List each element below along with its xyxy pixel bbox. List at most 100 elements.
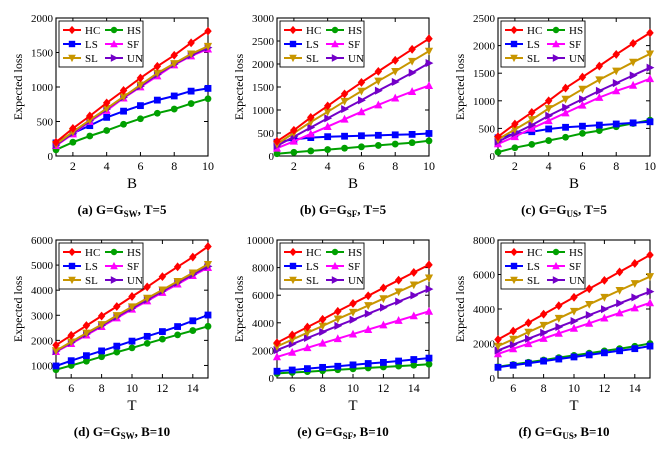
data-point-hc xyxy=(425,34,433,44)
data-point-hc xyxy=(143,282,151,292)
data-point-ls xyxy=(595,121,603,129)
data-point-ls xyxy=(545,125,553,133)
data-point-hc xyxy=(340,89,349,99)
panel-caption: (b) G=GSF, T=5 xyxy=(300,202,387,219)
data-point-sf xyxy=(615,308,624,317)
legend-label-ls: LS xyxy=(85,261,98,273)
data-point-hc xyxy=(544,96,553,106)
data-point-ls xyxy=(86,122,94,130)
legend-label-hs: HS xyxy=(348,247,362,259)
data-point-un xyxy=(540,328,549,337)
data-point-hs xyxy=(425,360,433,368)
caption-subscript: SF xyxy=(347,209,358,219)
series-ls xyxy=(52,311,212,370)
caption-subscript: US xyxy=(566,209,578,219)
data-point-ls xyxy=(204,84,212,92)
data-point-sf xyxy=(333,334,342,343)
data-point-hc xyxy=(615,267,624,277)
data-point-un xyxy=(616,299,625,308)
panel-caption: (f) G=GUS, B=10 xyxy=(519,424,610,441)
data-point-sf xyxy=(340,114,349,123)
x-tick-label: 14 xyxy=(408,381,420,395)
data-point-ls xyxy=(601,349,608,357)
chart-panel-5: 6 8 10 12 14 0 2000 4000 6000 8000 10000 T Expected … xyxy=(232,235,434,441)
data-point-sl xyxy=(391,67,400,76)
series-hc xyxy=(494,28,654,142)
x-tick-label: 8 xyxy=(541,381,547,395)
legend-marker-hs xyxy=(331,248,339,256)
y-tick-label: 2000 xyxy=(252,59,275,71)
data-point-hc xyxy=(600,275,609,285)
legend-marker-ls xyxy=(289,262,297,270)
legend-label-sl: SL xyxy=(306,275,319,287)
data-point-hc xyxy=(555,301,563,311)
chart-panel-1: 2 4 6 8 10 0 500 1000 1500 2000 B Expected loss (a) … xyxy=(11,13,214,219)
data-point-hc xyxy=(595,61,604,71)
panel-caption: (a) G=GSW, T=5 xyxy=(78,202,167,219)
data-point-sl xyxy=(333,315,342,324)
data-point-ls xyxy=(364,360,372,367)
x-tick-label: 6 xyxy=(289,381,295,395)
data-point-ls xyxy=(391,131,399,139)
data-point-sf xyxy=(374,100,383,109)
data-point-sf xyxy=(409,311,418,320)
x-tick-label: 4 xyxy=(104,159,110,173)
data-point-sl xyxy=(203,260,213,269)
x-axis-label: T xyxy=(127,398,136,414)
data-point-hc xyxy=(511,119,519,129)
series-ls xyxy=(273,354,433,375)
data-point-sl xyxy=(357,87,366,96)
panel-caption: (e) G=GSF, B=10 xyxy=(297,424,388,441)
data-point-un xyxy=(509,340,518,349)
data-point-sf xyxy=(585,318,594,327)
data-point-hc xyxy=(119,86,128,95)
data-point-ls xyxy=(629,119,637,127)
y-tick-label: 4000 xyxy=(31,285,54,297)
data-point-sf xyxy=(493,349,503,358)
data-point-hc xyxy=(82,321,91,330)
legend-marker-sf xyxy=(110,39,118,48)
data-point-un xyxy=(358,96,366,105)
data-point-hs xyxy=(143,339,151,347)
data-point-un xyxy=(425,285,434,294)
legend-marker-hc xyxy=(289,25,297,35)
data-point-hc xyxy=(578,72,587,82)
data-point-un xyxy=(595,86,604,95)
data-point-un xyxy=(304,333,312,343)
series-line-sf xyxy=(497,77,651,145)
data-point-un xyxy=(494,346,503,355)
data-point-sl xyxy=(509,335,518,344)
data-point-hc xyxy=(288,330,296,340)
data-point-hs xyxy=(579,129,586,137)
caption-main: (b) G=G xyxy=(300,202,347,217)
data-point-hs xyxy=(98,353,105,361)
legend-marker-ls xyxy=(68,40,76,48)
y-tick-label: 1500 xyxy=(31,48,54,60)
x-axis-label: T xyxy=(569,398,578,414)
data-point-hs xyxy=(83,357,90,365)
data-point-hc xyxy=(561,83,570,93)
legend-marker-sl xyxy=(68,54,76,63)
data-point-un xyxy=(525,334,533,343)
data-point-ls xyxy=(349,361,357,369)
data-point-sl xyxy=(554,314,563,323)
x-tick-label: 8 xyxy=(99,381,105,395)
data-point-hc xyxy=(379,283,388,293)
y-tick-label: 2000 xyxy=(473,41,496,53)
data-point-sl xyxy=(153,69,162,78)
series-sf xyxy=(493,74,655,148)
y-tick-label: 500 xyxy=(479,123,496,135)
data-point-sf xyxy=(357,107,366,116)
data-point-hs xyxy=(324,146,332,153)
data-point-sl xyxy=(544,105,553,113)
data-point-un xyxy=(334,321,343,330)
data-point-hc xyxy=(524,318,533,328)
data-point-ls xyxy=(83,352,90,360)
data-point-hs xyxy=(204,95,212,103)
y-axis-label: Expected loss xyxy=(232,276,246,343)
data-point-sl xyxy=(524,328,533,337)
data-point-hc xyxy=(410,268,418,277)
x-tick-label: 6 xyxy=(510,381,516,395)
data-point-un xyxy=(425,59,434,68)
data-point-hc xyxy=(303,322,312,332)
